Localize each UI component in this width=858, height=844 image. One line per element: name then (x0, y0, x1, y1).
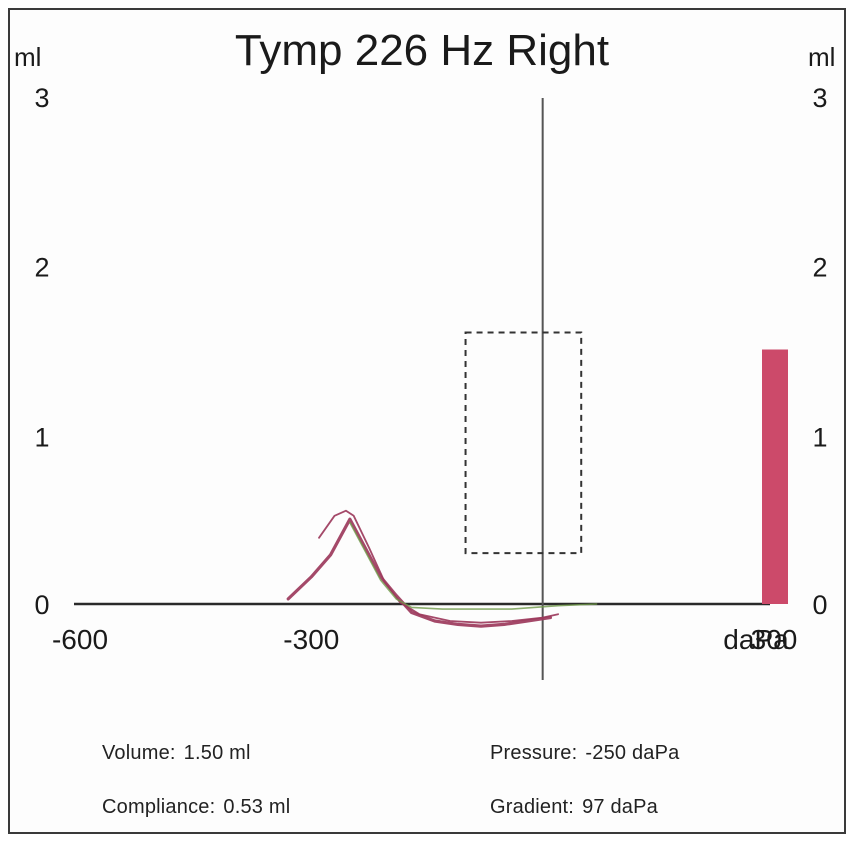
compliance-label: Compliance: (102, 796, 216, 818)
y-tick-label-right: 0 (812, 590, 827, 620)
volume-bar (762, 349, 788, 604)
compliance-readout: Compliance: 0.53 ml (102, 796, 290, 819)
tympanogram-curve-3 (349, 521, 598, 610)
y-tick-label-left: 1 (34, 422, 49, 452)
gradient-readout: Gradient: 97 daPa (490, 796, 658, 819)
y-tick-label-right: 1 (812, 422, 827, 452)
y-unit-right: ml (808, 42, 835, 72)
y-tick-label-left: 2 (34, 253, 49, 283)
chart-title: Tymp 226 Hz Right (235, 26, 609, 75)
compliance-value: 0.53 ml (223, 796, 291, 818)
volume-readout: Volume: 1.50 ml (102, 742, 251, 765)
y-tick-label-left: 0 (34, 590, 49, 620)
x-tick-label: -600 (52, 624, 108, 655)
tympanogram-curve-2 (318, 509, 559, 624)
tympanogram-curve-1 (286, 517, 552, 628)
gradient-value: 97 daPa (582, 796, 658, 818)
x-tick-label: -300 (283, 624, 339, 655)
pressure-label: Pressure: (490, 742, 578, 764)
y-tick-label-right: 3 (812, 83, 827, 113)
y-unit-left: ml (14, 42, 41, 72)
x-unit-label: daPa (723, 624, 789, 655)
pressure-readout: Pressure: -250 daPa (490, 742, 680, 765)
normative-region-box (464, 331, 583, 555)
tympanogram-chart: Tymp 226 Hz Right ml ml 0 0 1 1 2 2 3 3 -600 -300… (14, 26, 835, 680)
y-tick-label-left: 3 (34, 83, 49, 113)
tympanogram-frame: Tymp 226 Hz Right ml ml 0 0 1 1 2 2 3 3 -600 -300… (8, 8, 846, 834)
volume-value: 1.50 ml (183, 742, 251, 764)
x-tick-label: 300 (751, 624, 798, 655)
y-tick-label-right: 2 (812, 253, 827, 283)
gradient-label: Gradient: (490, 796, 575, 818)
volume-label: Volume: (102, 742, 176, 764)
pressure-value: -250 daPa (585, 742, 680, 764)
